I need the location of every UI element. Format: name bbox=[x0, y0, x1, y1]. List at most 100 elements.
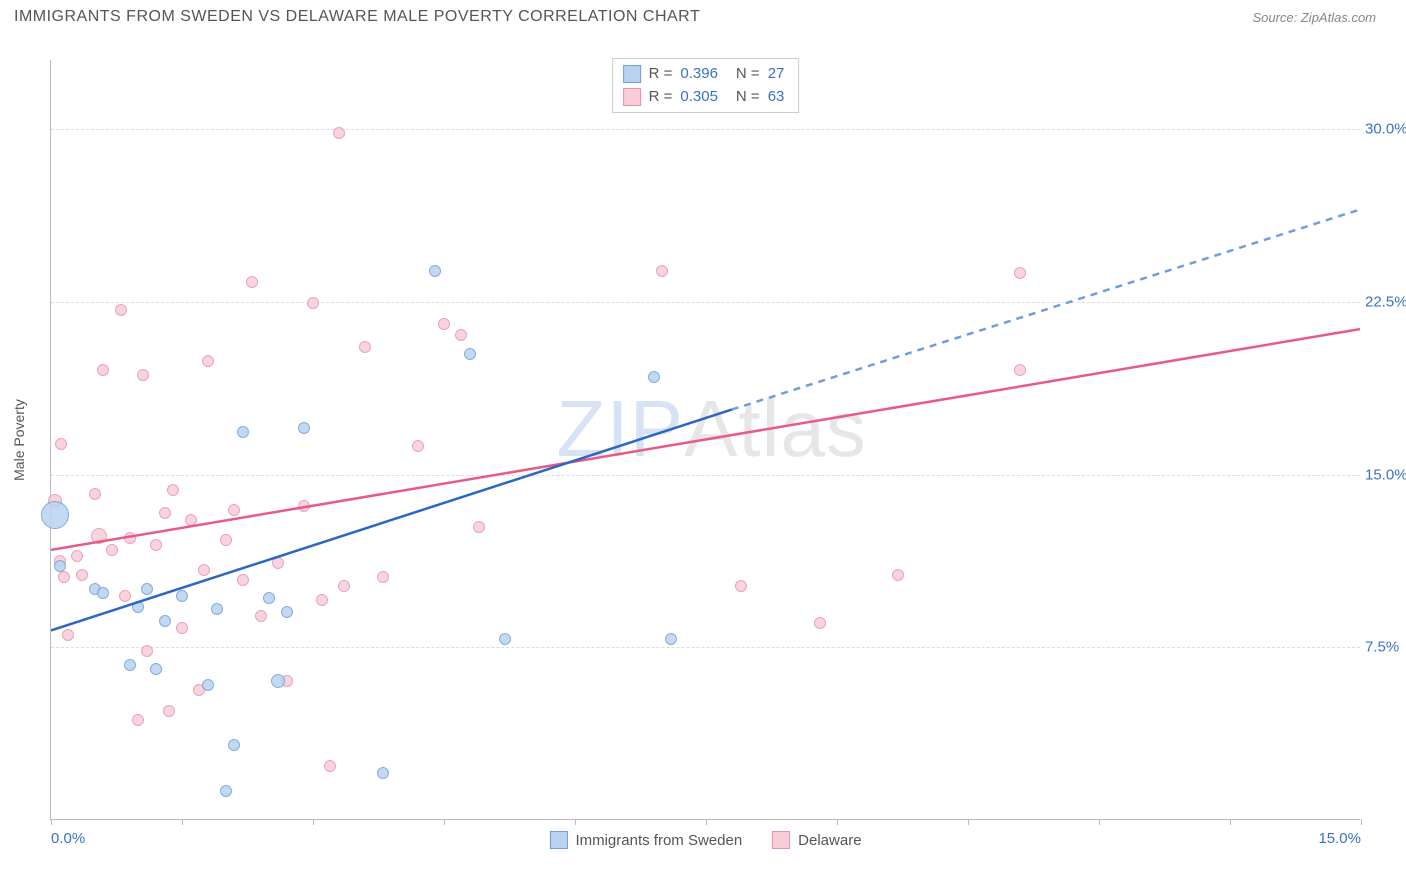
data-point bbox=[359, 341, 371, 353]
data-point bbox=[71, 550, 83, 562]
data-point bbox=[220, 534, 232, 546]
chart-title: IMMIGRANTS FROM SWEDEN VS DELAWARE MALE … bbox=[14, 8, 700, 26]
x-tick bbox=[706, 819, 707, 825]
data-point bbox=[55, 438, 67, 450]
x-tick bbox=[51, 819, 52, 825]
data-point bbox=[176, 622, 188, 634]
data-point bbox=[76, 569, 88, 581]
watermark-atlas: Atlas bbox=[684, 383, 867, 472]
data-point bbox=[499, 633, 511, 645]
gridline bbox=[51, 475, 1360, 476]
data-point bbox=[163, 705, 175, 717]
data-point bbox=[272, 557, 284, 569]
gridline bbox=[51, 647, 1360, 648]
data-point bbox=[141, 583, 153, 595]
data-point bbox=[665, 633, 677, 645]
n-label: N = bbox=[736, 86, 760, 109]
swatch-sweden-icon bbox=[549, 831, 567, 849]
n-value-sweden: 27 bbox=[768, 63, 785, 86]
chart-container: Male Poverty ZIPAtlas R = 0.396 N = 27 R… bbox=[50, 40, 1390, 820]
data-point bbox=[185, 514, 197, 526]
data-point bbox=[333, 127, 345, 139]
data-point bbox=[281, 606, 293, 618]
data-point bbox=[106, 544, 118, 556]
r-label: R = bbox=[649, 63, 673, 86]
data-point bbox=[119, 590, 131, 602]
data-point bbox=[246, 276, 258, 288]
swatch-delaware-icon bbox=[772, 831, 790, 849]
x-tick bbox=[444, 819, 445, 825]
legend-label-delaware: Delaware bbox=[798, 832, 861, 849]
data-point bbox=[298, 422, 310, 434]
data-point bbox=[202, 355, 214, 367]
x-tick bbox=[1361, 819, 1362, 825]
gridline bbox=[51, 129, 1360, 130]
data-point bbox=[412, 440, 424, 452]
data-point bbox=[211, 603, 223, 615]
data-point bbox=[167, 484, 179, 496]
data-point bbox=[228, 504, 240, 516]
data-point bbox=[473, 521, 485, 533]
data-point bbox=[141, 645, 153, 657]
n-label: N = bbox=[736, 63, 760, 86]
x-tick-label: 0.0% bbox=[51, 830, 85, 847]
data-point bbox=[62, 629, 74, 641]
data-point bbox=[1014, 364, 1026, 376]
data-point bbox=[132, 601, 144, 613]
series-legend: Immigrants from Sweden Delaware bbox=[549, 831, 861, 849]
legend-item-delaware: Delaware bbox=[772, 831, 861, 849]
x-tick bbox=[1099, 819, 1100, 825]
data-point bbox=[54, 560, 66, 572]
y-axis-label: Male Poverty bbox=[11, 399, 27, 481]
data-point bbox=[1014, 267, 1026, 279]
x-tick-label: 15.0% bbox=[1318, 830, 1361, 847]
y-tick-label: 22.5% bbox=[1365, 293, 1406, 310]
data-point bbox=[271, 674, 285, 688]
n-value-delaware: 63 bbox=[768, 86, 785, 109]
r-value-sweden: 0.396 bbox=[680, 63, 718, 86]
data-point bbox=[97, 364, 109, 376]
data-point bbox=[298, 500, 310, 512]
data-point bbox=[892, 569, 904, 581]
data-point bbox=[97, 587, 109, 599]
data-point bbox=[237, 426, 249, 438]
x-tick bbox=[837, 819, 838, 825]
data-point bbox=[150, 663, 162, 675]
legend-row-delaware: R = 0.305 N = 63 bbox=[623, 86, 785, 109]
r-value-delaware: 0.305 bbox=[680, 86, 718, 109]
data-point bbox=[58, 571, 70, 583]
y-tick-label: 15.0% bbox=[1365, 466, 1406, 483]
data-point bbox=[89, 488, 101, 500]
data-point bbox=[159, 615, 171, 627]
y-tick-label: 30.0% bbox=[1365, 121, 1406, 138]
x-tick bbox=[1230, 819, 1231, 825]
data-point bbox=[464, 348, 476, 360]
source-attribution: Source: ZipAtlas.com bbox=[1252, 10, 1376, 25]
swatch-sweden bbox=[623, 65, 641, 83]
data-point bbox=[263, 592, 275, 604]
data-point bbox=[137, 369, 149, 381]
data-point bbox=[429, 265, 441, 277]
trend-lines bbox=[51, 60, 1360, 819]
data-point bbox=[814, 617, 826, 629]
data-point bbox=[124, 659, 136, 671]
legend-label-sweden: Immigrants from Sweden bbox=[575, 832, 742, 849]
data-point bbox=[132, 714, 144, 726]
data-point bbox=[124, 532, 136, 544]
data-point bbox=[202, 679, 214, 691]
data-point bbox=[176, 590, 188, 602]
data-point bbox=[220, 785, 232, 797]
data-point bbox=[150, 539, 162, 551]
x-tick bbox=[968, 819, 969, 825]
watermark: ZIPAtlas bbox=[557, 382, 867, 474]
data-point bbox=[735, 580, 747, 592]
data-point bbox=[307, 297, 319, 309]
data-point bbox=[255, 610, 267, 622]
swatch-delaware bbox=[623, 88, 641, 106]
x-tick bbox=[575, 819, 576, 825]
gridline bbox=[51, 302, 1360, 303]
plot-area: Male Poverty ZIPAtlas R = 0.396 N = 27 R… bbox=[50, 60, 1360, 820]
data-point bbox=[324, 760, 336, 772]
data-point bbox=[237, 574, 249, 586]
data-point bbox=[656, 265, 668, 277]
